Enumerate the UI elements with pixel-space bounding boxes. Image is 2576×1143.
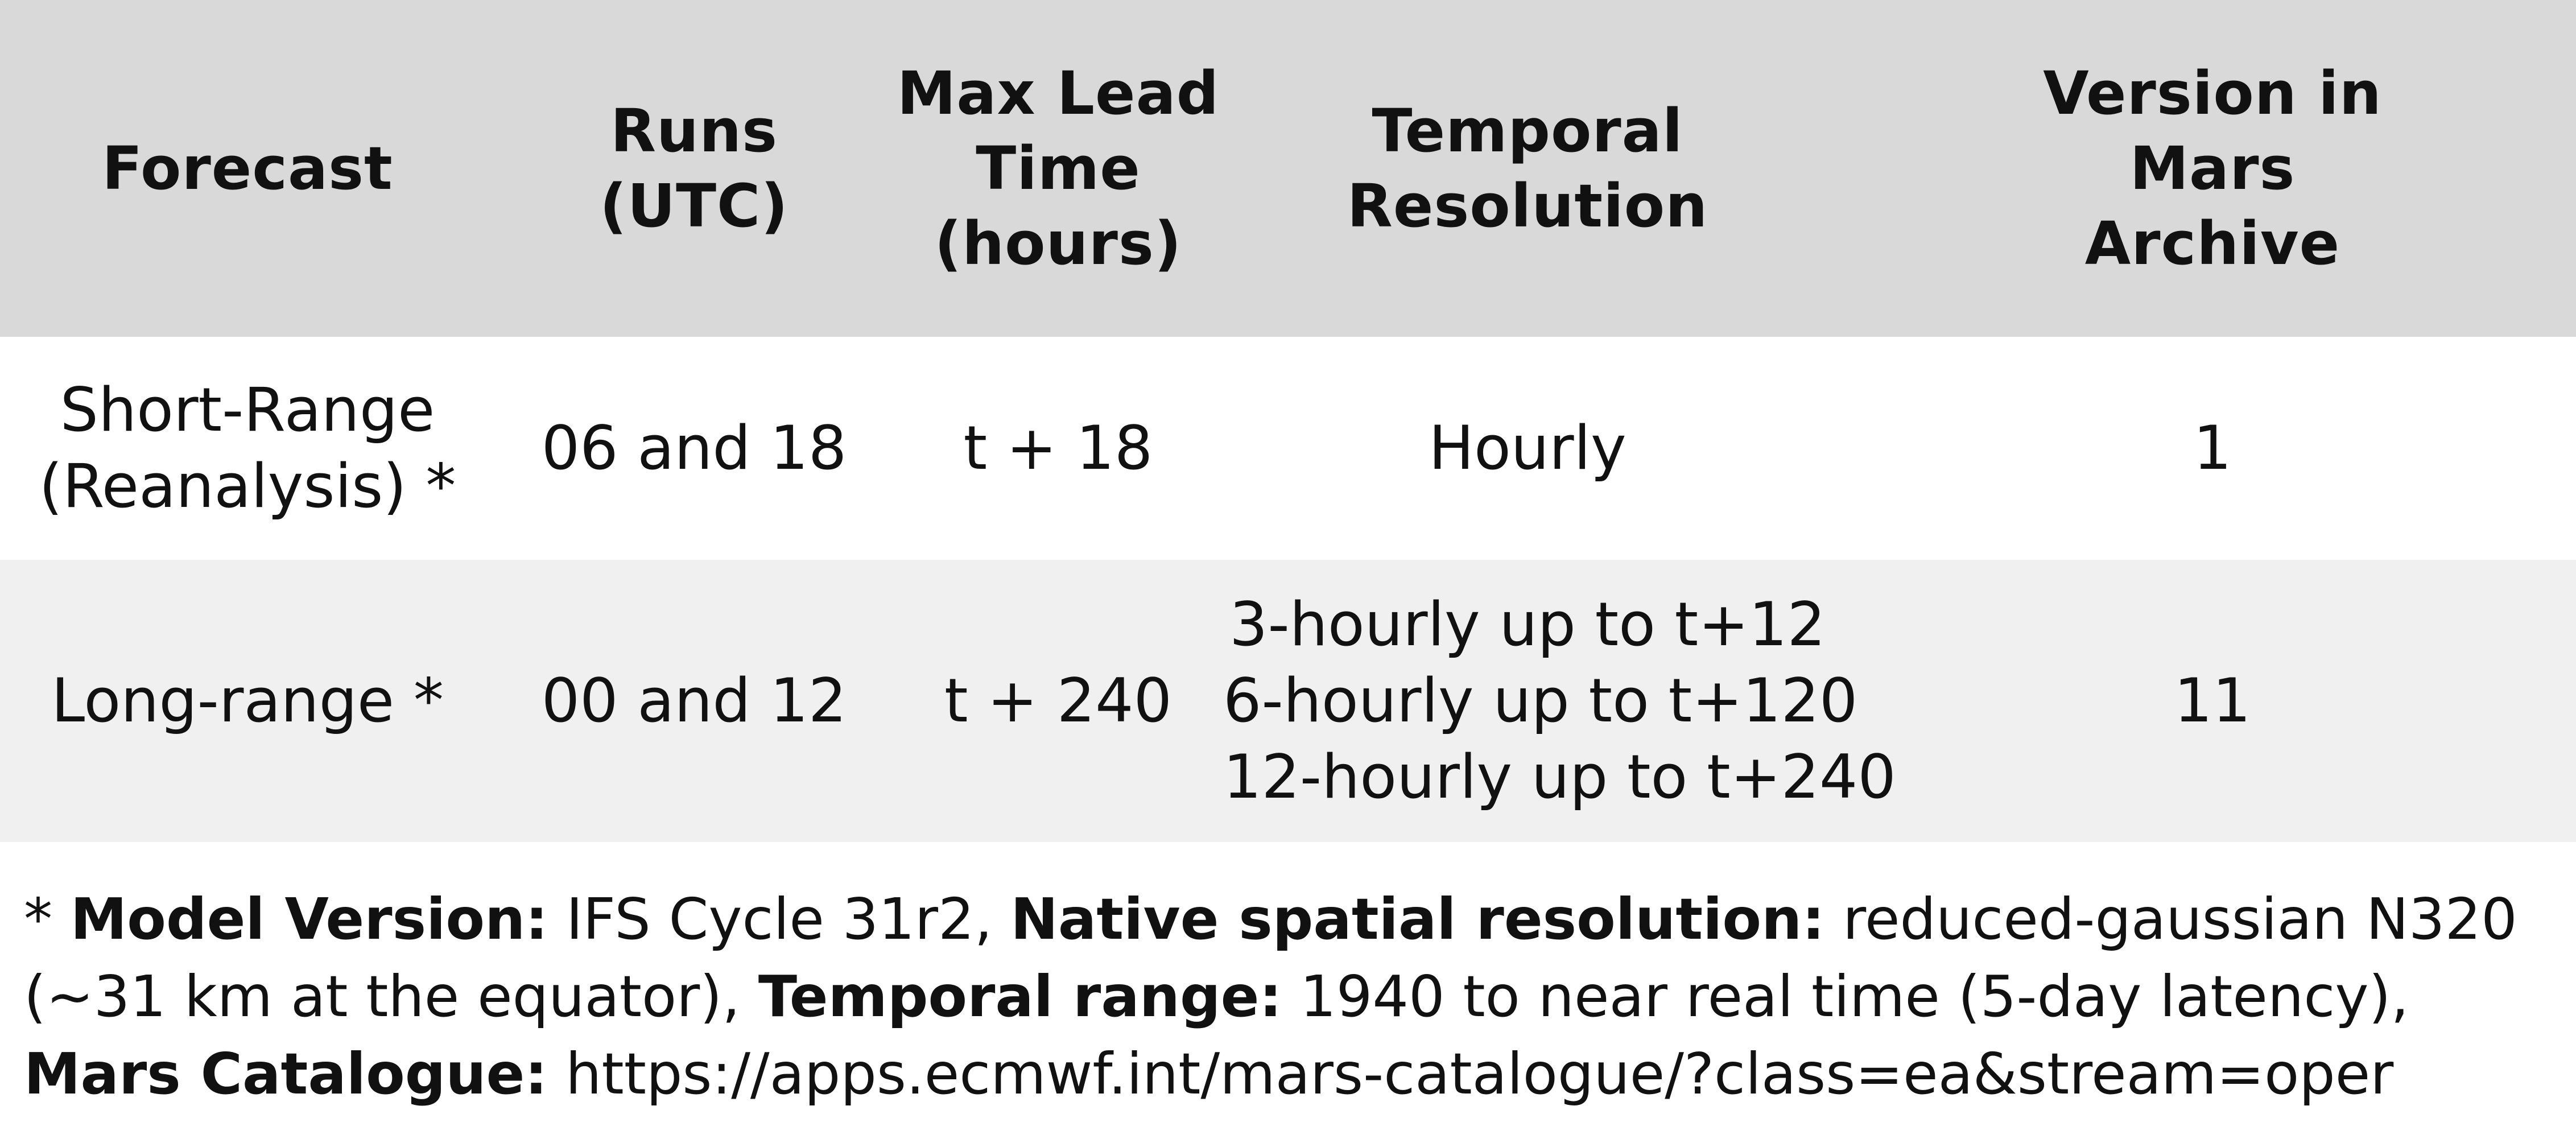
header-version-in-mars-archive: Version in Mars Archive xyxy=(1832,56,2576,281)
header-runs: Runs (UTC) xyxy=(495,93,893,244)
header-forecast: Forecast xyxy=(0,131,495,206)
table-footnote: * Model Version: IFS Cycle 31r2, Native … xyxy=(24,881,2561,1113)
footnote-star: * xyxy=(24,886,71,952)
footnote-line-1: * Model Version: IFS Cycle 31r2, Native … xyxy=(24,881,2561,958)
header-text: Mars xyxy=(2129,134,2296,203)
table-row: Short-Range (Reanalysis) * 06 and 18 t +… xyxy=(0,337,2576,560)
cell-runs: 06 and 18 xyxy=(541,413,847,483)
cell-text: Hourly xyxy=(1429,413,1626,483)
header-text: Time xyxy=(976,134,1141,203)
header-text: Temporal xyxy=(1372,96,1683,166)
cell-runs: 00 and 12 xyxy=(541,666,847,736)
temporal-range-value: 1940 to near real time (5-day latency), xyxy=(1282,963,2409,1030)
spatial-resolution-value: reduced-gaussian N320 xyxy=(1824,886,2517,952)
model-version-label: Model Version: xyxy=(70,886,548,952)
footnote-line-3: Mars Catalogue: https://apps.ecmwf.int/m… xyxy=(24,1035,2561,1113)
spatial-resolution-label: Native spatial resolution: xyxy=(1010,886,1825,952)
header-text: Archive xyxy=(2084,209,2340,278)
temporal-range-label: Temporal range: xyxy=(758,963,1282,1030)
cell-temporal: 3-hourly up to t+12 6-hourly up to t+120… xyxy=(1223,587,1896,815)
cell-max-lead: t + 18 xyxy=(963,413,1153,483)
header-text: Max Lead xyxy=(897,59,1220,128)
table-header-row: Forecast Runs (UTC) Max Lead Time (hours… xyxy=(0,0,2576,337)
cell-forecast: Short-Range (Reanalysis) * xyxy=(0,372,495,525)
cell-text: 3-hourly up to t+12 xyxy=(1229,589,1826,659)
mars-catalogue-link[interactable]: https://apps.ecmwf.int/mars-catalogue/?c… xyxy=(547,1041,2394,1107)
header-text: Forecast xyxy=(102,134,393,203)
header-max-lead-time: Max Lead Time (hours) xyxy=(893,56,1223,281)
cell-temporal: Hourly xyxy=(1223,410,1832,486)
header-text: (UTC) xyxy=(600,171,789,241)
cell-text: Short-Range xyxy=(60,375,435,445)
cell-text: Long-range * xyxy=(51,666,444,736)
spatial-resolution-value-cont: (~31 km at the equator), xyxy=(24,963,758,1030)
table-row: Long-range * 00 and 12 t + 240 3-hourly … xyxy=(0,560,2576,842)
header-text: (hours) xyxy=(934,209,1182,278)
cell-version: 1 xyxy=(2193,413,2232,483)
header-text: Version in xyxy=(2043,59,2382,128)
cell-forecast: Long-range * xyxy=(0,663,495,739)
header-temporal-resolution: Temporal Resolution xyxy=(1223,93,1832,244)
cell-text: 12-hourly up to t+240 xyxy=(1223,742,1896,812)
cell-version: 11 xyxy=(2174,666,2251,736)
header-text: Runs xyxy=(610,96,778,166)
mars-catalogue-label: Mars Catalogue: xyxy=(24,1041,548,1107)
cell-text: 6-hourly up to t+120 xyxy=(1223,666,1858,736)
footnote-line-2: (~31 km at the equator), Temporal range:… xyxy=(24,958,2561,1035)
model-version-value: IFS Cycle 31r2, xyxy=(548,886,1011,952)
forecast-table: Forecast Runs (UTC) Max Lead Time (hours… xyxy=(0,0,2576,842)
cell-text: (Reanalysis) * xyxy=(39,451,456,521)
header-text: Resolution xyxy=(1347,171,1708,241)
cell-max-lead: t + 240 xyxy=(944,666,1173,736)
